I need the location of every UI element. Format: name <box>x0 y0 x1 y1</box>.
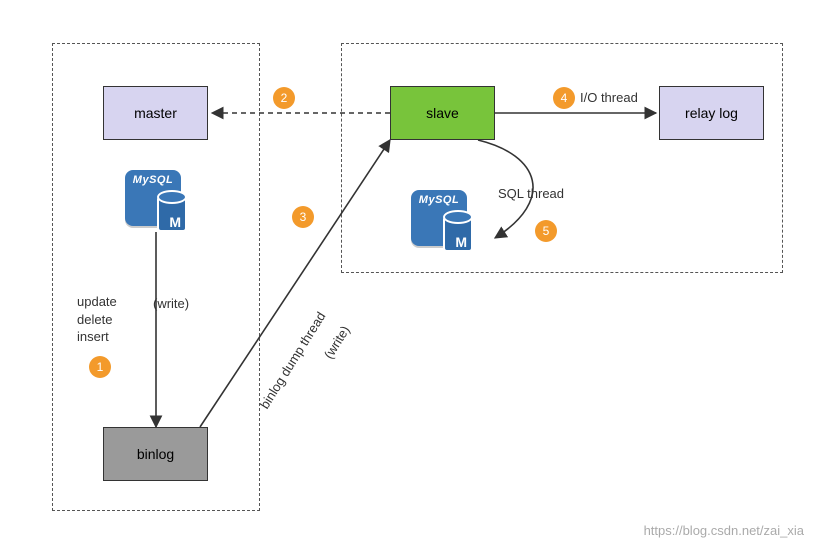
slave-label: slave <box>426 105 459 121</box>
watermark: https://blog.csdn.net/zai_xia <box>644 523 804 538</box>
mysql-icon: MySQL M <box>125 170 185 230</box>
binlog-box: binlog <box>103 427 208 481</box>
badge-number: 4 <box>561 91 568 105</box>
relay-log-label: relay log <box>685 105 738 121</box>
badge-number: 3 <box>300 210 307 224</box>
badge-number: 5 <box>543 224 550 238</box>
slave-box: slave <box>390 86 495 140</box>
master-label: master <box>134 105 177 121</box>
binlog-label: binlog <box>137 446 174 462</box>
step-badge-2: 2 <box>273 87 295 109</box>
master-box: master <box>103 86 208 140</box>
badge-number: 1 <box>97 360 104 374</box>
mysql-title: MySQL <box>411 194 467 206</box>
io-thread-label: I/O thread <box>580 89 638 107</box>
operations-label: update delete insert <box>77 293 117 346</box>
mysql-icon: MySQL M <box>411 190 471 250</box>
sql-thread-label: SQL thread <box>498 185 564 203</box>
step-badge-4: 4 <box>553 87 575 109</box>
step-badge-1: 1 <box>89 356 111 378</box>
slave-container <box>341 43 783 273</box>
badge-number: 2 <box>281 91 288 105</box>
step-badge-3: 3 <box>292 206 314 228</box>
binlog-dump-label: binlog dump thread <box>256 309 330 413</box>
write-label-1: (write) <box>153 295 189 313</box>
write-label-2: (write) <box>320 322 354 362</box>
relay-log-box: relay log <box>659 86 764 140</box>
mysql-title: MySQL <box>125 174 181 186</box>
step-badge-5: 5 <box>535 220 557 242</box>
